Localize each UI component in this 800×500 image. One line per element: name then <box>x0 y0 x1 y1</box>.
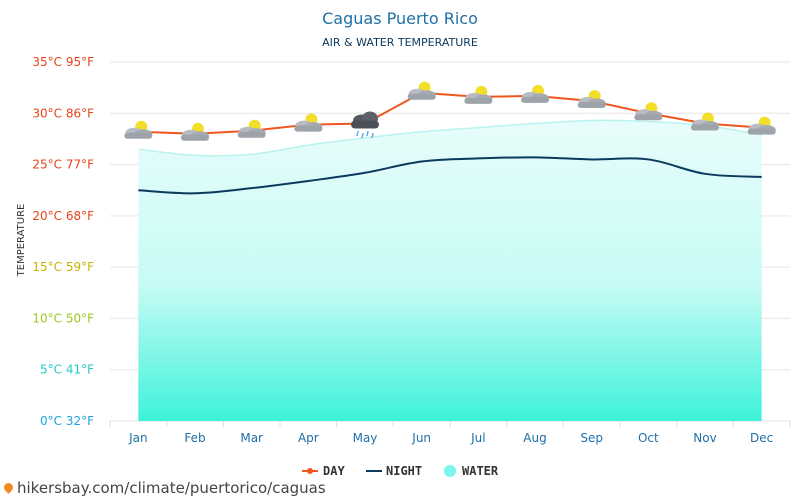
partly-cloudy-icon <box>237 119 266 138</box>
partly-cloudy-icon <box>407 81 436 100</box>
location-pin-icon <box>2 481 15 494</box>
x-tick-labels: Jan Feb Mar Apr May Jun Jul Aug Sep Oct Nov Dec <box>128 431 773 445</box>
y-tick-label-30: 30°C 86°F <box>32 106 94 120</box>
legend-water-label: WATER <box>462 464 499 478</box>
partly-cloudy-icon <box>691 112 719 131</box>
x-tick-label-mar: Mar <box>240 431 263 445</box>
partly-cloudy-icon <box>464 85 493 104</box>
y-tick-label-15: 15°C 59°F <box>32 260 94 274</box>
x-tick-label-dec: Dec <box>750 431 773 445</box>
y-axis-title: TEMPERATURE <box>16 204 27 278</box>
x-tick-label-may: May <box>353 431 378 445</box>
rain-cloud-icon <box>351 111 379 139</box>
legend-day-dot <box>307 468 313 474</box>
x-tick-label-jul: Jul <box>470 431 485 445</box>
y-tick-labels: 35°C 95°F 30°C 86°F 25°C 77°F 20°C 68°F 15°C… <box>32 55 94 428</box>
x-tick-label-feb: Feb <box>184 431 205 445</box>
y-tick-label-10: 10°C 50°F <box>32 311 94 325</box>
partly-cloudy-icon <box>124 120 153 139</box>
partly-cloudy-icon <box>747 116 776 135</box>
water-area-fill <box>138 120 762 421</box>
legend-item-water: WATER <box>444 464 499 478</box>
y-tick-label-0: 0°C 32°F <box>40 414 94 428</box>
y-tick-label-25: 25°C 77°F <box>32 158 94 172</box>
y-tick-label-20: 20°C 68°F <box>32 209 94 223</box>
partly-cloudy-icon <box>577 89 606 108</box>
partly-cloudy-icon <box>294 113 323 132</box>
weather-icons <box>124 81 776 141</box>
legend-item-night: NIGHT <box>366 464 422 478</box>
legend-item-day: DAY <box>302 464 345 478</box>
partly-cloudy-icon <box>181 122 209 141</box>
partly-cloudy-icon <box>634 102 663 121</box>
x-tick-label-jan: Jan <box>128 431 148 445</box>
footer-text: hikersbay.com/climate/puertorico/caguas <box>17 479 326 497</box>
chart-title: Caguas Puerto Rico <box>322 9 478 28</box>
partly-cloudy-icon <box>521 84 549 103</box>
x-tick-label-jun: Jun <box>411 431 431 445</box>
x-tick-label-aug: Aug <box>523 431 546 445</box>
water-line <box>138 119 762 157</box>
chart-subtitle: AIR & WATER TEMPERATURE <box>322 36 478 49</box>
x-tick-label-apr: Apr <box>298 431 319 445</box>
x-tick-label-nov: Nov <box>693 431 716 445</box>
night-line <box>138 156 762 195</box>
footer-link[interactable]: hikersbay.com/climate/puertorico/caguas <box>2 479 326 497</box>
chart-legend: DAY NIGHT WATER <box>302 464 499 478</box>
legend-day-label: DAY <box>323 464 345 478</box>
x-tick-label-sep: Sep <box>580 431 603 445</box>
legend-night-label: NIGHT <box>386 464 422 478</box>
legend-water-swatch <box>444 465 456 477</box>
x-tick-label-oct: Oct <box>638 431 659 445</box>
night-series <box>138 156 762 195</box>
y-tick-label-35: 35°C 95°F <box>32 55 94 69</box>
water-area <box>138 119 762 421</box>
y-tick-label-5: 5°C 41°F <box>40 363 94 377</box>
